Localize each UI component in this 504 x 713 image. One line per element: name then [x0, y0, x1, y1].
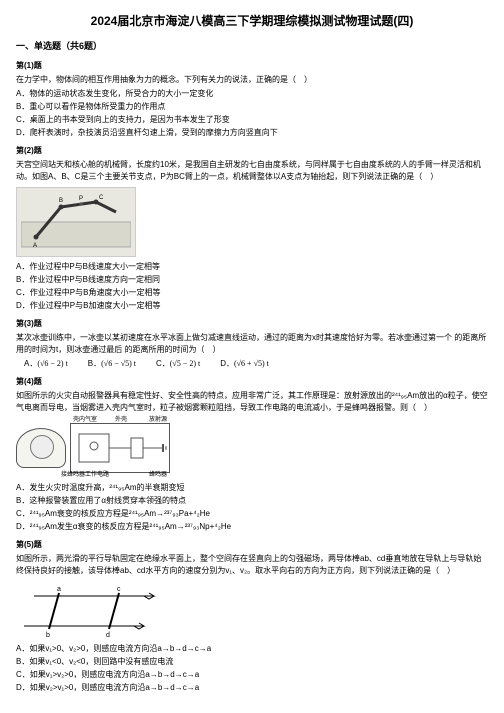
- q1-opt-d: D．爬杆表演时，杂技演员沿竖直杆匀速上滑，受到的摩擦力方向竖直向下: [16, 127, 488, 139]
- q1-head: 第(1)题: [16, 60, 488, 72]
- q5-body: 如图所示，两光滑的平行导轨固定在绝缘水平面上，整个空间存在竖直向上的匀强磁场，两…: [16, 553, 488, 577]
- q3-opt-c: C．(√5 − 2) t: [156, 358, 200, 370]
- q2-opt-a: A．作业过程中P与B线速度大小一定相等: [16, 261, 488, 273]
- q2-opt-b: B．作业过程中P与B线速度方向一定相同: [16, 274, 488, 286]
- q5-opt-b: B．如果v₁<0、v₂<0，则回路中没有感应电流: [16, 656, 488, 668]
- q1-opt-b: B．重心可以看作是物体所受重力的作用点: [16, 101, 488, 113]
- q4-opt-d: D．²⁴¹₉₅Am发生α衰变的核反应方程是²⁴¹₉₅Am→²³⁷₉₃Np+⁴₂H…: [16, 521, 488, 533]
- q3-body: 某次冰壶训练中，一冰壶以某初速度在水平冰面上做匀减速直线运动，通过的距离为x时其…: [16, 332, 488, 356]
- section-heading: 一、单选题（共6题）: [16, 40, 488, 54]
- circuit-diagram: 壳内气室 外壳 放射源 蜂鸣器 接蜂鸣器工作电路: [70, 423, 170, 473]
- q5-opt-a: A．如果v₁>0、v₂>0，则感应电流方向沿a→b→d→c→a: [16, 643, 488, 655]
- q4-head: 第(4)题: [16, 376, 488, 388]
- q3-options: A．(√6 − 2) t B．(√6 − √5) t C．(√5 − 2) t …: [24, 358, 488, 370]
- svg-text:a: a: [57, 586, 61, 593]
- space-arm-diagram: A B P C: [21, 192, 131, 252]
- q1-body: 在力学中，物体间的相互作用抽象为力的概念。下列有关力的说法，正确的是（ ）: [16, 74, 488, 86]
- svg-text:c: c: [117, 586, 121, 593]
- q1-opt-a: A．物体的运动状态发生变化，所受合力的大小一定变化: [16, 88, 488, 100]
- q4-opt-a: A．发生火灾时温度升高，²⁴¹₉₅Am的半衰期变短: [16, 482, 488, 494]
- q2-body: 天宫空间站天和核心舱的机械臂，长度约10米，是我国自主研发的七自由度系统，与同样…: [16, 159, 488, 183]
- q3-head: 第(3)题: [16, 318, 488, 330]
- q4-options: A．发生火灾时温度升高，²⁴¹₉₅Am的半衰期变短 B．这种报警装置应用了α射线…: [16, 482, 488, 533]
- q4-figure: 壳内气室 外壳 放射源 蜂鸣器 接蜂鸣器工作电路: [16, 418, 186, 478]
- svg-text:A: A: [33, 243, 37, 249]
- q5-options: A．如果v₁>0、v₂>0，则感应电流方向沿a→b→d→c→a B．如果v₁<0…: [16, 643, 488, 694]
- q3-opt-b: B．(√6 − √5) t: [88, 358, 136, 370]
- q4-opt-c: C．²⁴¹₉₅Am衰变的核反应方程是²⁴¹₉₅Am→²³⁷₉₃Pa+⁴₂He: [16, 508, 488, 520]
- q2-opt-d: D．作业过程中P与B加速度大小一定相等: [16, 300, 488, 312]
- q2-head: 第(2)题: [16, 145, 488, 157]
- q5-opt-c: C．如果v₁>v₂>0，则感应电流方向沿a→b→d→c→a: [16, 669, 488, 681]
- q1-options: A．物体的运动状态发生变化，所受合力的大小一定变化 B．重心可以看作是物体所受重…: [16, 88, 488, 139]
- svg-text:B: B: [59, 198, 63, 204]
- q4-opt-b: B．这种报警装置应用了α射线贯穿本领强的特点: [16, 495, 488, 507]
- q5-head: 第(5)题: [16, 539, 488, 551]
- svg-text:d: d: [106, 632, 110, 639]
- q3-opt-a: A．(√6 − 2) t: [24, 358, 68, 370]
- q4-body: 如图所示的火灾自动报警器具有稳定性好、安全性高的特点，应用非常广泛，其工作原理是…: [16, 390, 488, 414]
- q3-opt-d: D．(√6 + √5) t: [220, 358, 269, 370]
- q5-opt-d: D．如果v₂>v₁>0，则感应电流方向沿a→b→d→c→a: [16, 682, 488, 694]
- exam-title: 2024届北京市海淀八模高三下学期理综模拟测试物理试题(四): [16, 12, 488, 30]
- smoke-detector-icon: [16, 428, 66, 468]
- q1-opt-c: C．桌面上的书本受到向上的支持力，是因为书本发生了形变: [16, 114, 488, 126]
- q2-figure: A B P C: [16, 187, 488, 257]
- q2-options: A．作业过程中P与B线速度大小一定相等 B．作业过程中P与B线速度方向一定相同 …: [16, 261, 488, 312]
- q5-figure: a c b d: [24, 581, 164, 641]
- svg-text:C: C: [99, 195, 104, 201]
- svg-text:P: P: [79, 196, 83, 202]
- svg-text:b: b: [46, 632, 50, 639]
- q2-opt-c: C．作业过程中P与B角速度大小一定相等: [16, 287, 488, 299]
